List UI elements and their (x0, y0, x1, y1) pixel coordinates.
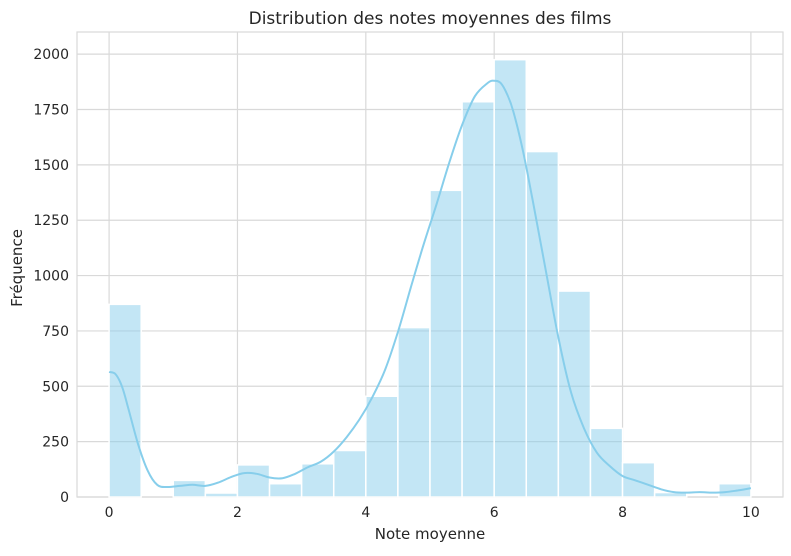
histogram-bar (589, 427, 624, 498)
grid-lines (76, 31, 784, 498)
x-tick-label: 0 (105, 505, 114, 521)
y-tick-label: 1750 (33, 103, 69, 119)
y-axis-label: Fréquence (8, 229, 26, 307)
tick-labels: 0 2 4 6 8 10 0 250 500 750 1000 1250 1500 1750 2000 (33, 47, 759, 521)
y-tick-label: 1500 (33, 158, 69, 174)
y-tick-label: 750 (42, 324, 69, 340)
histogram-bar (236, 464, 271, 498)
histogram-bar (268, 482, 303, 498)
y-tick-label: 0 (60, 490, 69, 506)
y-tick-label: 2000 (33, 47, 69, 63)
y-tick-label: 1000 (33, 269, 69, 285)
histogram-bar (557, 290, 592, 498)
histogram-bar (332, 449, 367, 498)
x-tick-label: 2 (233, 505, 242, 521)
y-tick-label: 500 (42, 379, 69, 395)
kde-curve-group (108, 79, 752, 494)
y-tick-label: 250 (42, 435, 69, 451)
histogram-bars (108, 58, 752, 498)
histogram-bar (461, 101, 495, 498)
histogram-bar (365, 395, 399, 498)
x-tick-label: 6 (490, 505, 499, 521)
x-tick-label: 8 (618, 505, 627, 521)
histogram-bar (204, 492, 239, 498)
histogram-bar (493, 58, 528, 498)
histogram-bar (397, 326, 431, 498)
x-axis-label: Note moyenne (375, 525, 485, 543)
histogram-bar (525, 150, 560, 498)
x-tick-label: 4 (361, 505, 370, 521)
chart-title: Distribution des notes moyennes des film… (249, 9, 612, 29)
kde-curve (108, 79, 752, 494)
y-tick-label: 1250 (33, 213, 69, 229)
histogram-bar (621, 461, 656, 498)
x-tick-label: 10 (742, 505, 760, 521)
histogram-bar (429, 189, 463, 498)
histogram-bar (108, 303, 142, 498)
histogram-bar (172, 479, 207, 498)
